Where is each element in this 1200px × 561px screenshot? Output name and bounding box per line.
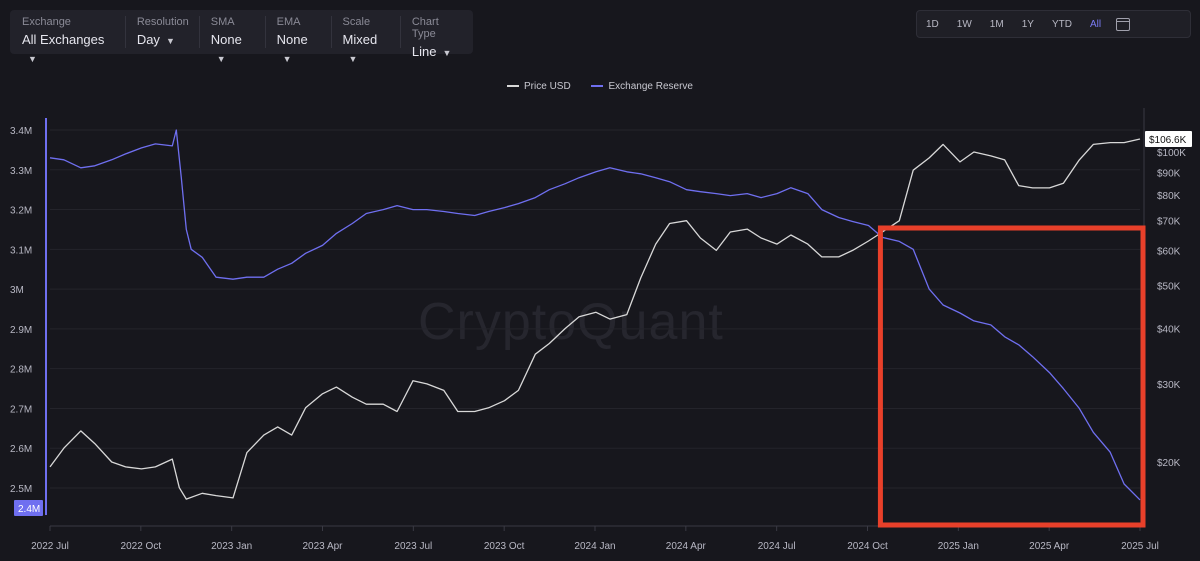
range-1w-button[interactable]: 1W (956, 18, 972, 30)
range-all-button[interactable]: All (1089, 18, 1102, 30)
caret-down-icon: ▼ (216, 54, 226, 64)
resolution-dropdown[interactable]: Resolution Day ▼ (124, 10, 199, 54)
chart-type-dropdown-value: Line (411, 44, 437, 59)
legend-swatch-reserve (591, 85, 604, 87)
right-current-label: $106.6K (1149, 135, 1187, 146)
caret-down-icon: ▼ (442, 48, 452, 58)
chart-type-dropdown-label: Chart Type (411, 16, 439, 40)
time-range-selector: 1D 1W 1M 1Y YTD All (916, 10, 1191, 38)
left-tick-label: 3.1M (10, 245, 32, 256)
legend-swatch-price (507, 85, 520, 87)
resolution-dropdown-value: Day (136, 32, 160, 47)
ema-dropdown[interactable]: EMA None ▼ (264, 10, 331, 64)
right-tick-label: $80K (1157, 191, 1181, 202)
x-tick-label: 2025 Jul (1121, 541, 1159, 552)
left-tick-label: 2.5M (10, 484, 32, 495)
x-tick-label: 2023 Jan (211, 541, 252, 552)
exchange-dropdown-label: Exchange (22, 16, 71, 28)
sma-dropdown-label: SMA (210, 16, 235, 28)
x-tick-label: 2022 Oct (121, 541, 162, 552)
range-ytd-button[interactable]: YTD (1051, 18, 1072, 30)
sma-dropdown-value: None (210, 32, 242, 47)
right-tick-label: $50K (1157, 282, 1181, 293)
x-tick-label: 2023 Jul (394, 541, 432, 552)
right-tick-label: $30K (1157, 380, 1181, 391)
x-tick-label: 2024 Jan (574, 541, 615, 552)
scale-dropdown-value: Mixed (342, 32, 378, 47)
legend-item-price[interactable]: Price USD (507, 81, 571, 92)
x-tick-label: 2024 Apr (666, 541, 707, 552)
left-tick-label: 2.6M (10, 444, 32, 455)
scale-dropdown-label: Scale (342, 16, 371, 28)
left-tick-label: 2.9M (10, 325, 32, 336)
sma-dropdown[interactable]: SMA None ▼ (198, 10, 265, 64)
left-current-label: 2.4M (18, 504, 40, 515)
ema-dropdown-label: EMA (276, 16, 301, 28)
chart-type-dropdown[interactable]: Chart Type Line ▼ (399, 10, 473, 59)
legend-label-reserve: Exchange Reserve (608, 80, 693, 92)
x-tick-label: 2024 Oct (847, 541, 888, 552)
right-tick-label: $40K (1157, 324, 1181, 335)
calendar-icon[interactable] (1116, 17, 1131, 31)
resolution-dropdown-label: Resolution (136, 16, 189, 28)
legend-label-price: Price USD (524, 80, 571, 92)
x-tick-label: 2025 Jan (938, 541, 979, 552)
right-tick-label: $20K (1157, 458, 1181, 469)
x-tick-label: 2024 Jul (758, 541, 796, 552)
series-line-exchange-reserve (49, 129, 1141, 501)
right-tick-label: $100K (1157, 148, 1186, 159)
chart-toolbar: Exchange All Exchanges▼ Resolution Day ▼ … (10, 10, 473, 64)
x-tick-label: 2025 Apr (1029, 541, 1070, 552)
left-tick-label: 3.4M (10, 126, 32, 137)
exchange-dropdown[interactable]: Exchange All Exchanges ▼ (10, 10, 125, 64)
caret-down-icon: ▼ (282, 54, 292, 64)
exchange-dropdown-value: All Exchanges (22, 32, 105, 47)
legend-item-reserve[interactable]: Exchange Reserve (591, 81, 693, 92)
left-tick-label: 3.3M (10, 166, 32, 177)
right-tick-label: $60K (1157, 246, 1181, 257)
right-current-badge (1145, 130, 1192, 147)
right-tick-label: $70K (1157, 217, 1181, 228)
series-line-price-usd (49, 138, 1141, 500)
ema-dropdown-value: None (276, 32, 308, 47)
left-tick-label: 2.8M (10, 365, 32, 376)
right-tick-label: $90K (1157, 168, 1181, 179)
watermark-logo: CryptoQuant (418, 293, 724, 351)
caret-down-icon: ▼ (165, 36, 175, 46)
range-1d-button[interactable]: 1D (926, 18, 939, 30)
x-tick-label: 2022 Jul (31, 541, 69, 552)
left-tick-label: 3.2M (10, 206, 32, 217)
left-tick-label: 2.7M (10, 404, 32, 415)
x-tick-label: 2023 Oct (484, 541, 525, 552)
left-current-badge (14, 500, 43, 516)
scale-dropdown[interactable]: Scale Mixed ▼ (330, 10, 400, 64)
x-tick-label: 2023 Apr (302, 541, 343, 552)
caret-down-icon: ▼ (28, 54, 37, 64)
caret-down-icon: ▼ (348, 54, 358, 64)
left-tick-label: 3M (10, 285, 24, 296)
chart-legend: Price USD Exchange Reserve (0, 79, 1200, 92)
range-1m-button[interactable]: 1M (989, 18, 1004, 30)
highlight-box (877, 225, 1146, 528)
range-1y-button[interactable]: 1Y (1021, 18, 1034, 30)
